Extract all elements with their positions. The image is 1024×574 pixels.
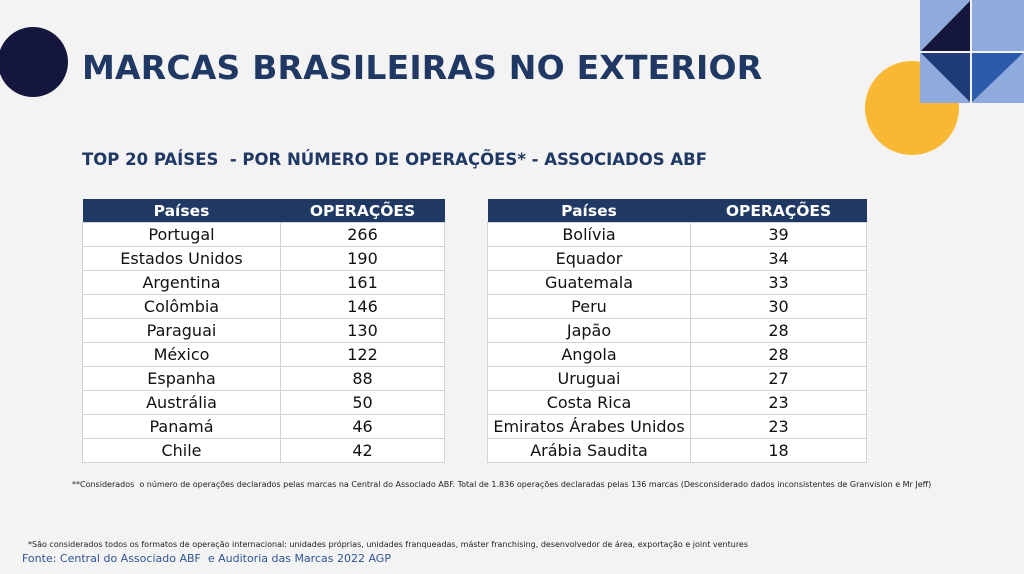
country-cell: Panamá: [82, 414, 281, 439]
country-cell: Portugal: [82, 222, 281, 247]
country-cell: México: [82, 342, 281, 367]
operations-cell: 88: [280, 366, 445, 391]
data-table: Países OPERAÇÕES Bolívia 39 Equador 34 Guatema…: [487, 199, 867, 463]
operations-cell: 146: [280, 294, 445, 319]
country-cell: Paraguai: [82, 318, 281, 343]
table-row: Guatemala 33: [487, 270, 867, 295]
operations-cell: 122: [280, 342, 445, 367]
table-row: Bolívia 39: [487, 222, 867, 247]
subtitle: TOP 20 PAÍSES - POR NÚMERO DE OPERAÇÕES*…: [82, 150, 708, 169]
operations-cell: 266: [280, 222, 445, 247]
table-row: Equador 34: [487, 246, 867, 271]
source: Fonte: Central do Associado ABF e Audito…: [22, 552, 391, 565]
country-cell: Chile: [82, 438, 281, 463]
operations-cell: 161: [280, 270, 445, 295]
table-row: Arábia Saudita 18: [487, 438, 867, 463]
table-row: Paraguai 130: [82, 318, 445, 343]
operations-cell: 130: [280, 318, 445, 343]
triangle: [920, 52, 971, 103]
country-cell: Guatemala: [487, 270, 691, 295]
operations-cell: 46: [280, 414, 445, 439]
country-cell: Emiratos Árabes Unidos: [487, 414, 691, 439]
country-cell: Bolívia: [487, 222, 691, 247]
header-cell: Países: [487, 199, 691, 223]
table-row: Japão 28: [487, 318, 867, 343]
operations-cell: 18: [690, 438, 867, 463]
header-row: Países OPERAÇÕES: [487, 199, 867, 223]
operations-cell: 34: [690, 246, 867, 271]
operations-cell: 23: [690, 390, 867, 415]
country-cell: Arábia Saudita: [487, 438, 691, 463]
triangle: [920, 0, 971, 52]
data-table: Países OPERAÇÕES Portugal 266 Estados Unidos…: [82, 199, 445, 463]
table-row: Espanha 88: [82, 366, 445, 391]
table-row: Uruguai 27: [487, 366, 867, 391]
table-row: Portugal 266: [82, 222, 445, 247]
country-cell: Uruguai: [487, 366, 691, 391]
table-row: Estados Unidos 190: [82, 246, 445, 271]
header-cell: Países: [82, 199, 281, 223]
country-cell: Espanha: [82, 366, 281, 391]
header-cell: OPERAÇÕES: [690, 199, 867, 223]
table-row: Chile 42: [82, 438, 445, 463]
country-cell: Angola: [487, 342, 691, 367]
table-row: Argentina 161: [82, 270, 445, 295]
title: MARCAS BRASILEIRAS NO EXTERIOR: [82, 48, 763, 87]
country-cell: Austrália: [82, 390, 281, 415]
footnote: **Considerados o número de operações dec…: [72, 480, 932, 489]
table-row: Angola 28: [487, 342, 867, 367]
country-cell: Japão: [487, 318, 691, 343]
operations-cell: 50: [280, 390, 445, 415]
country-cell: Colômbia: [82, 294, 281, 319]
triangle: [971, 52, 1024, 103]
header-row: Países OPERAÇÕES: [82, 199, 445, 223]
table-row: México 122: [82, 342, 445, 367]
operations-cell: 28: [690, 318, 867, 343]
table-row: Colômbia 146: [82, 294, 445, 319]
country-cell: Equador: [487, 246, 691, 271]
footnote: *São considerados todos os formatos de o…: [28, 540, 749, 549]
operations-cell: 33: [690, 270, 867, 295]
dark-circle: [0, 27, 68, 97]
table-row: Costa Rica 23: [487, 390, 867, 415]
country-cell: Argentina: [82, 270, 281, 295]
table-row: Austrália 50: [82, 390, 445, 415]
table-row: Emiratos Árabes Unidos 23: [487, 414, 867, 439]
operations-cell: 23: [690, 414, 867, 439]
country-cell: Estados Unidos: [82, 246, 281, 271]
header-cell: OPERAÇÕES: [280, 199, 445, 223]
operations-cell: 30: [690, 294, 867, 319]
table-row: Peru 30: [487, 294, 867, 319]
operations-cell: 190: [280, 246, 445, 271]
country-cell: Costa Rica: [487, 390, 691, 415]
country-cell: Peru: [487, 294, 691, 319]
operations-cell: 27: [690, 366, 867, 391]
operations-cell: 42: [280, 438, 445, 463]
operations-cell: 39: [690, 222, 867, 247]
operations-cell: 28: [690, 342, 867, 367]
table-row: Panamá 46: [82, 414, 445, 439]
